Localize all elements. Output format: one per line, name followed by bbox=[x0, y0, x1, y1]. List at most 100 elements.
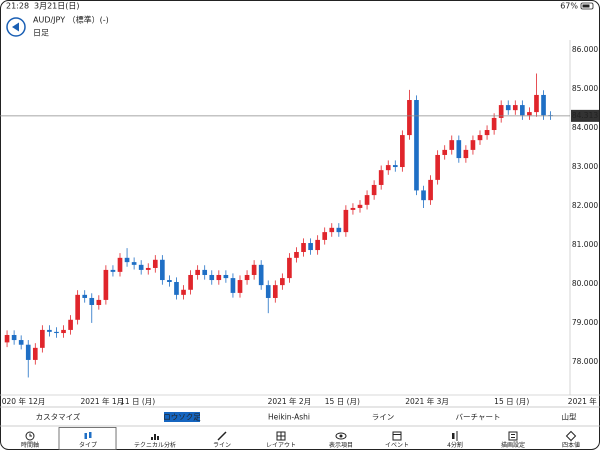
x-tick-label: 2021 年 4 bbox=[568, 396, 600, 406]
candle-body bbox=[343, 209, 349, 233]
tab[interactable]: Heikin-Ashi bbox=[268, 413, 310, 422]
candle-body bbox=[11, 334, 17, 341]
toolbar-item[interactable]: タイプ bbox=[58, 427, 117, 450]
candle-body bbox=[428, 179, 433, 201]
candle-body bbox=[181, 289, 186, 295]
candle-body bbox=[280, 278, 285, 286]
candle-body bbox=[265, 285, 271, 298]
icon bbox=[392, 431, 402, 441]
tab[interactable]: ロウソク足 bbox=[163, 413, 201, 422]
candle-body bbox=[251, 264, 257, 275]
candle-body bbox=[209, 274, 215, 281]
x-tick-label: 2021 年 2月 bbox=[268, 396, 312, 406]
candle-body bbox=[392, 165, 398, 168]
candle-body bbox=[484, 130, 490, 136]
candle-body bbox=[287, 257, 292, 279]
candle-body bbox=[421, 190, 426, 201]
toolbar-item[interactable]: ライン bbox=[213, 431, 231, 449]
icon bbox=[277, 432, 285, 440]
candle-body bbox=[378, 170, 384, 185]
candle-body bbox=[400, 135, 405, 168]
toolbar-label[interactable]: レイアウト bbox=[266, 441, 296, 449]
toolbar-label[interactable]: 四本値 bbox=[562, 441, 580, 449]
toolbar-label[interactable]: 表示項目 bbox=[329, 441, 353, 449]
toolbar-item[interactable]: テクニカル分析 bbox=[134, 434, 176, 449]
candle-body bbox=[103, 269, 109, 300]
candle-body bbox=[322, 232, 328, 240]
plot-area bbox=[4, 73, 553, 378]
back-arrow[interactable] bbox=[12, 22, 19, 32]
candle-body bbox=[315, 239, 320, 251]
candle-body bbox=[32, 347, 38, 360]
candle-body bbox=[138, 264, 144, 270]
status-date: 3月21日(日) bbox=[34, 2, 80, 11]
candle-body bbox=[357, 204, 363, 208]
candle-body bbox=[470, 140, 476, 150]
icon bbox=[217, 431, 227, 441]
candle-body bbox=[442, 149, 448, 155]
candle-body bbox=[541, 94, 546, 116]
candle-body bbox=[96, 299, 102, 305]
y-tick-label: 78.000 bbox=[572, 357, 598, 366]
toolbar-label[interactable]: タイプ bbox=[79, 441, 97, 449]
candle-body bbox=[272, 285, 278, 298]
toolbar-label[interactable]: ライン bbox=[213, 442, 231, 449]
current-price-box bbox=[571, 109, 599, 122]
y-tick-label: 84.000 bbox=[572, 123, 598, 132]
candle-body bbox=[294, 251, 299, 258]
tab[interactable]: バーチャート bbox=[456, 413, 501, 422]
candle-body bbox=[308, 243, 313, 251]
y-tick-label: 83.000 bbox=[572, 162, 598, 171]
candle-body bbox=[498, 105, 504, 118]
toolbar-label[interactable]: 4分割 bbox=[447, 441, 463, 449]
symbol: AUD/JPY （標準）(-) bbox=[33, 15, 109, 25]
toolbar-item[interactable]: 表示項目 bbox=[329, 432, 353, 449]
x-tick-label: 11 日 (月) bbox=[120, 397, 155, 406]
back-circle[interactable] bbox=[6, 17, 26, 37]
current-price-label: 84.313 bbox=[572, 111, 598, 120]
toolbar-item[interactable]: 描画設定 bbox=[501, 431, 525, 449]
icon bbox=[335, 432, 347, 440]
candle-body bbox=[4, 334, 10, 343]
toolbar-item[interactable]: イベント bbox=[385, 431, 409, 449]
y-tick-label: 86.000 bbox=[572, 45, 598, 54]
back-button[interactable] bbox=[6, 17, 26, 37]
x-tick-label: 2021 年 1月 bbox=[81, 396, 125, 406]
x-tick-label: 15 日 (月) bbox=[494, 397, 529, 406]
tab[interactable]: 山型 bbox=[562, 413, 577, 422]
candle-body bbox=[491, 117, 497, 131]
toolbar-label[interactable]: 描画設定 bbox=[501, 441, 525, 449]
icon bbox=[339, 434, 343, 438]
candle-body bbox=[160, 259, 165, 281]
candle-body bbox=[449, 140, 455, 150]
battery-icon bbox=[580, 2, 594, 10]
icon bbox=[511, 434, 515, 438]
candle-body bbox=[68, 319, 73, 330]
y-tick-label: 85.000 bbox=[572, 84, 598, 93]
toolbar-item[interactable]: 時間軸 bbox=[21, 431, 39, 449]
candle-body bbox=[40, 329, 45, 348]
x-tick-label: 15 日 (月) bbox=[325, 397, 360, 406]
toolbar-item[interactable]: 四本値 bbox=[562, 430, 580, 450]
candle-body bbox=[110, 269, 116, 272]
candle-body bbox=[364, 195, 370, 205]
tab[interactable]: カスタマイズ bbox=[36, 412, 81, 422]
toolbar-item[interactable]: 4分割 bbox=[447, 431, 463, 449]
status-battery: 67% bbox=[560, 2, 578, 11]
candle-body bbox=[47, 329, 52, 332]
y-tick-label: 79.000 bbox=[572, 318, 598, 327]
tab[interactable]: ライン bbox=[372, 413, 395, 422]
icon bbox=[565, 430, 577, 442]
tab-selected-bg[interactable] bbox=[164, 412, 200, 422]
toolbar-item[interactable]: レイアウト bbox=[266, 431, 296, 449]
candle-body bbox=[414, 100, 419, 191]
toolbar-label[interactable]: イベント bbox=[385, 442, 409, 449]
candle-body bbox=[512, 105, 518, 111]
toolbar-label[interactable]: 時間軸 bbox=[21, 441, 39, 449]
toolbar-label[interactable]: テクニカル分析 bbox=[134, 441, 176, 449]
candle-body bbox=[407, 100, 412, 136]
y-tick-label: 82.000 bbox=[572, 201, 598, 210]
candle-body bbox=[301, 243, 306, 252]
